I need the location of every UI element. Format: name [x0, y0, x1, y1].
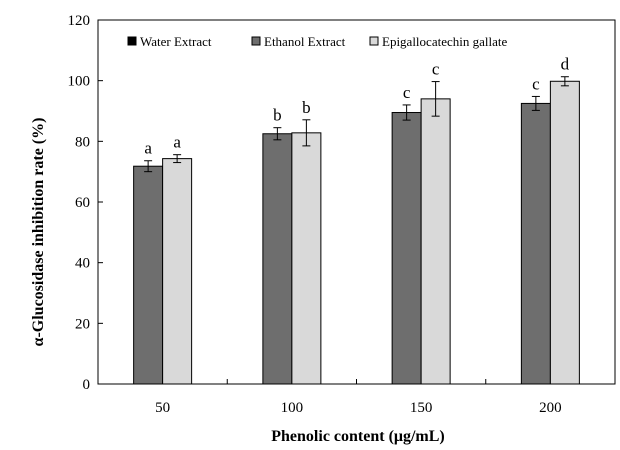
bar	[133, 165, 164, 385]
bar	[291, 132, 322, 385]
y-tick-label: 40	[75, 256, 90, 272]
significance-label: c	[403, 83, 411, 102]
axes: 0 20 40 60 80 100 120 50 100 150 200	[68, 13, 616, 416]
significance-label: a	[173, 133, 181, 152]
legend: Water Extract Ethanol Extract Epigallocate…	[127, 34, 507, 49]
y-tick-label: 120	[68, 13, 91, 29]
significance-label: c	[532, 74, 540, 93]
significance-label: a	[144, 139, 152, 158]
legend-label: Epigallocatechin gallate	[382, 34, 507, 49]
significance-label: b	[302, 98, 311, 117]
y-tick-label: 0	[83, 377, 91, 393]
bar	[391, 112, 422, 385]
y-tick-label: 60	[75, 195, 90, 211]
y-tick-label: 20	[75, 316, 90, 332]
legend-swatch	[127, 36, 137, 46]
bar	[162, 158, 193, 385]
x-tick-label: 100	[281, 400, 304, 416]
significance-label: b	[273, 106, 282, 125]
x-tick-label: 50	[155, 400, 170, 416]
legend-label: Ethanol Extract	[264, 34, 346, 49]
significance-label: d	[561, 55, 570, 74]
bar	[420, 98, 451, 385]
significance-label: c	[432, 60, 440, 79]
y-tick-label: 80	[75, 134, 90, 150]
legend-label: Water Extract	[140, 34, 212, 49]
bar	[549, 80, 580, 385]
bar	[262, 133, 293, 385]
y-tick-label: 100	[68, 74, 91, 90]
y-axis-title: α-Glucosidase inhibition rate (%)	[30, 118, 47, 347]
bar	[520, 102, 551, 385]
x-tick-label: 150	[410, 400, 433, 416]
plot-area: a a b b c c c d	[133, 55, 580, 385]
x-tick-label: 200	[539, 400, 562, 416]
x-axis-title: Phenolic content (μg/mL)	[271, 428, 445, 445]
legend-swatch	[251, 36, 261, 46]
legend-swatch	[369, 36, 379, 46]
